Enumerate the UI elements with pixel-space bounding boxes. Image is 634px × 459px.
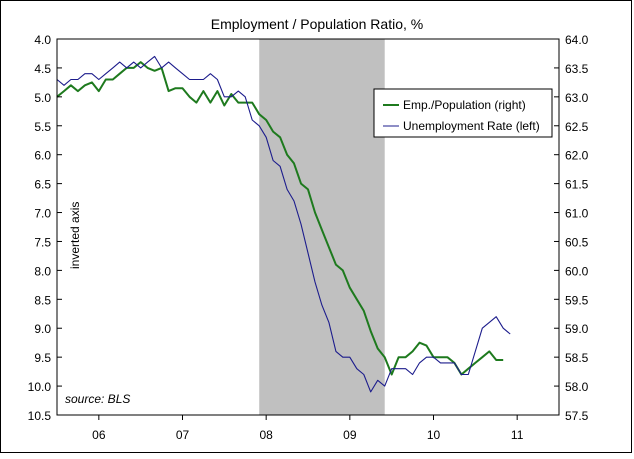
legend-box	[373, 88, 553, 138]
inverted-axis-annotation: inverted axis	[68, 202, 82, 269]
source-annotation: source: BLS	[65, 392, 130, 406]
left-tick-label: 6.0	[34, 149, 51, 163]
right-tick-label: 60.0	[565, 264, 589, 278]
x-tick-label: 06	[92, 428, 106, 442]
left-tick-label: 6.5	[34, 178, 51, 192]
x-tick-label: 09	[343, 428, 357, 442]
left-tick-label: 10.5	[28, 409, 52, 423]
right-tick-label: 63.0	[565, 91, 589, 105]
right-tick-label: 57.5	[565, 409, 589, 423]
left-tick-label: 4.5	[34, 62, 51, 76]
x-tick-label: 10	[427, 428, 441, 442]
right-tick-label: 59.5	[565, 293, 589, 307]
right-tick-label: 58.0	[565, 380, 589, 394]
left-tick-label: 5.5	[34, 120, 51, 134]
right-tick-label: 60.5	[565, 235, 589, 249]
left-tick-label: 5.0	[34, 91, 51, 105]
x-tick-label: 08	[259, 428, 273, 442]
right-tick-label: 59.0	[565, 322, 589, 336]
right-tick-label: 61.0	[565, 207, 589, 221]
right-tick-label: 62.0	[565, 149, 589, 163]
left-tick-label: 10.0	[28, 380, 52, 394]
right-tick-label: 64.0	[565, 33, 589, 47]
left-tick-label: 7.0	[34, 207, 51, 221]
right-tick-label: 63.5	[565, 62, 589, 76]
x-tick-label: 11	[511, 428, 524, 442]
left-tick-label: 8.0	[34, 264, 51, 278]
legend: Emp./Population (right) Unemployment Rat…	[373, 88, 553, 138]
recession-band	[259, 39, 385, 415]
legend-label-unemployment-rate: Unemployment Rate (left)	[403, 119, 540, 133]
x-tick-label: 07	[176, 428, 190, 442]
right-tick-label: 61.5	[565, 178, 589, 192]
chart-title: Employment / Population Ratio, %	[211, 16, 423, 32]
right-tick-label: 62.5	[565, 120, 589, 134]
left-tick-label: 8.5	[34, 293, 51, 307]
left-tick-label: 7.5	[34, 235, 51, 249]
left-tick-label: 9.5	[34, 351, 51, 365]
plot-border	[56, 38, 560, 416]
legend-label-emp-population: Emp./Population (right)	[403, 98, 526, 112]
series-line-unemployment-rate	[56, 55, 511, 393]
right-tick-label: 58.5	[565, 351, 589, 365]
left-tick-label: 4.0	[34, 33, 51, 47]
series-line-emp-population	[56, 61, 504, 376]
left-tick-label: 9.0	[34, 322, 51, 336]
